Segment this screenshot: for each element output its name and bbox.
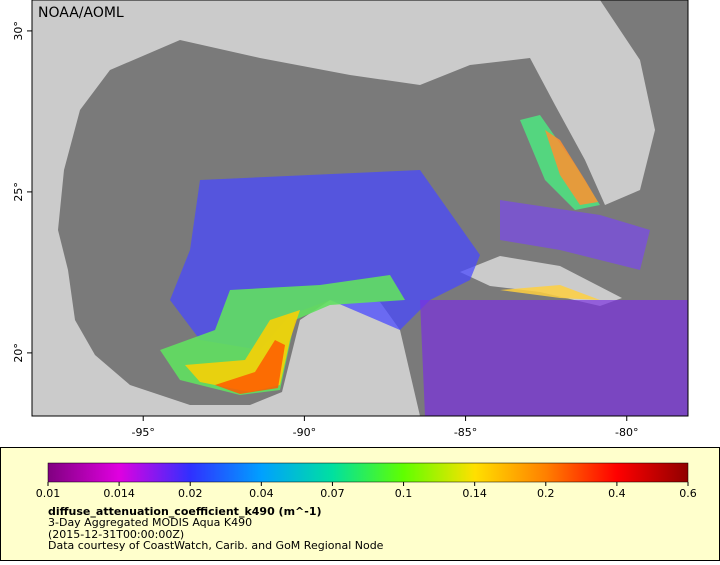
x-tick-label: -80° [615,426,638,439]
colorbar-tick-label: 0.04 [249,487,274,500]
source: Data courtesy of CoastWatch, Carib. and … [48,539,384,552]
map-frame [31,0,689,417]
x-tick-label: -85° [454,426,477,439]
y-tick-label: 25° [12,182,25,202]
colorbar-tick-label: 0.02 [178,487,203,500]
coastal-band [215,340,285,394]
coastal-band [545,130,598,205]
map: NOAA/AOML [31,0,689,417]
colorbar-tick-label: 0.6 [679,487,697,500]
x-tick-label: -95° [131,426,154,439]
colorbar-tick-label: 0.4 [608,487,626,500]
colorbar-tick-label: 0.2 [537,487,555,500]
colorbar-title: diffuse_attenuation_coefficient_k490 (m^… [48,505,322,518]
x-tick-label: -90° [293,426,316,439]
y-tick-label: 30° [12,21,25,41]
coastal-band [500,285,600,300]
subtitle: 3-Day Aggregated MODIS Aqua K490 [48,516,252,529]
colorbar-tick-label: 0.1 [395,487,413,500]
colorbar-tick-label: 0.07 [320,487,345,500]
y-tick-label: 20° [12,343,25,363]
credit: NOAA/AOML [38,5,124,21]
colorbar-tick-label: 0.14 [462,487,487,500]
colorbar-tick-label: 0.014 [103,487,135,500]
data-swath [420,300,688,416]
data-swath [500,200,650,270]
colorbar [47,462,689,483]
time: (2015-12-31T00:00:00Z) [48,528,184,541]
colorbar-tick-label: 0.01 [36,487,61,500]
